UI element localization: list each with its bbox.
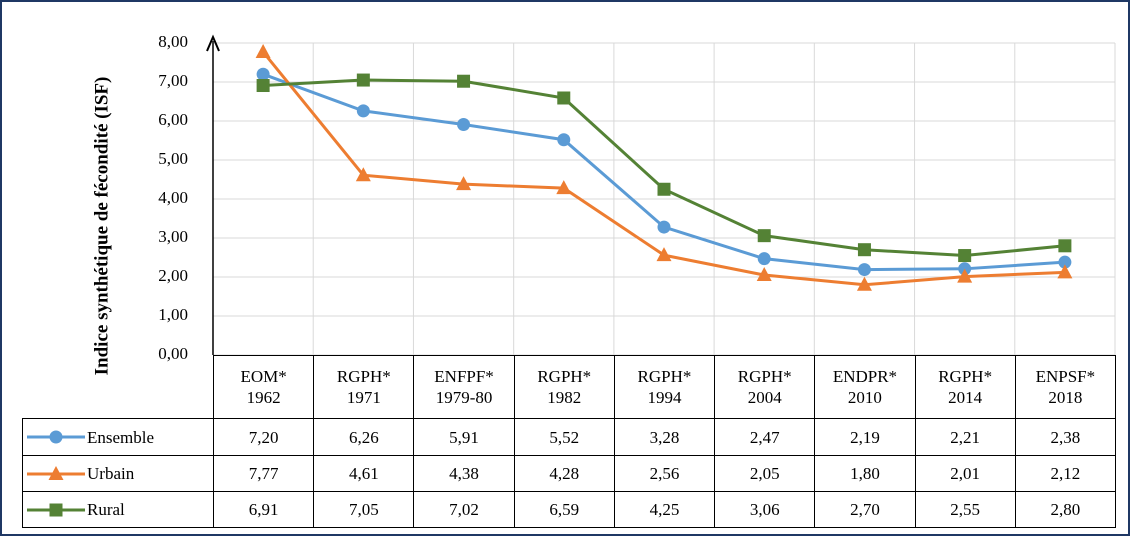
value-label: 2,56 [613,455,716,492]
axis-arrow [206,34,220,52]
value-label: 2,47 [714,418,816,456]
legend-swatch [27,465,85,480]
value-label: 7,77 [213,455,315,492]
value-label: 4,38 [413,455,515,492]
series-line [262,72,1065,272]
marker [557,91,571,105]
value-label: 7,05 [313,491,415,528]
y-tick-label: 8,00 [158,32,188,51]
y-tick-label: 3,00 [158,227,188,246]
value-label: 2,01 [914,455,1016,492]
value-label: 2,38 [1014,418,1116,456]
marker [1057,264,1073,279]
value-label: 2,05 [714,455,816,492]
y-tick-label: 1,00 [158,305,188,324]
x-tick-label: ENFPF* 1979-80 [413,355,515,419]
marker [457,74,471,88]
y-tick-label: 7,00 [158,71,188,90]
value-label: 6,26 [313,418,415,456]
x-tick-label: RGPH* 1971 [313,355,415,419]
marker [757,229,771,243]
value-label: 5,91 [413,418,515,456]
value-label: 6,59 [513,491,615,528]
value-label: 2,70 [814,491,916,528]
x-tick-label: ENPSF* 2018 [1014,355,1116,419]
value-label: 2,19 [814,418,916,456]
marker [556,180,572,195]
y-tick-label: 4,00 [158,188,188,207]
legend-label: Ensemble [87,427,155,447]
marker [355,167,371,182]
value-label: 4,25 [613,491,716,528]
marker [657,182,671,196]
legend-cell: Rural [22,491,214,528]
marker [356,73,370,87]
value-label: 7,02 [413,491,515,528]
legend-marker [48,465,64,480]
y-tick-label: 0,00 [158,344,188,363]
value-label: 6,91 [213,491,315,528]
x-tick-label: RGPH* 2004 [714,355,816,419]
value-label: 2,12 [1014,455,1116,492]
value-label: 2,55 [914,491,1016,528]
legend-label: Rural [87,500,125,519]
marker [457,118,471,132]
value-label: 3,28 [613,418,716,456]
legend-label: Urbain [87,464,135,483]
value-label: 7,20 [213,418,315,456]
value-label: 5,52 [513,418,615,456]
marker [958,249,972,263]
marker [256,67,270,81]
legend-marker [49,503,63,516]
legend-cell: Ensemble [22,418,214,456]
y-tick-label: 2,00 [158,266,188,285]
x-tick-label: ENDPR* 2010 [814,355,916,419]
marker [356,104,370,118]
marker [1058,255,1072,269]
value-label: 4,61 [313,455,415,492]
marker [857,243,871,257]
x-tick-label: RGPH* 1994 [613,355,716,419]
marker [757,252,771,266]
y-tick-label: 5,00 [158,149,188,168]
value-label: 2,80 [1014,491,1116,528]
y-axis-label: Indice synthétique de fécondité (ISF) [91,77,112,376]
marker [1058,239,1072,253]
x-tick-label: EOM* 1962 [213,355,315,419]
x-tick-label: RGPH* 1982 [513,355,615,419]
legend-marker [49,430,63,444]
x-tick-label: RGPH* 2014 [914,355,1016,419]
marker [857,263,871,277]
marker [856,276,872,291]
value-label: 4,28 [513,455,615,492]
legend-swatch [27,430,85,444]
value-label: 3,06 [714,491,816,528]
marker [657,220,671,234]
marker [957,268,973,283]
marker [256,79,270,93]
legend-cell: Urbain [22,455,214,492]
marker [656,247,672,262]
value-label: 1,80 [814,455,916,492]
legend-swatch [27,503,85,516]
marker [456,176,472,191]
marker [557,133,571,147]
marker [255,43,271,58]
value-label: 2,21 [914,418,1016,456]
marker [756,267,772,282]
y-tick-label: 6,00 [158,110,188,129]
